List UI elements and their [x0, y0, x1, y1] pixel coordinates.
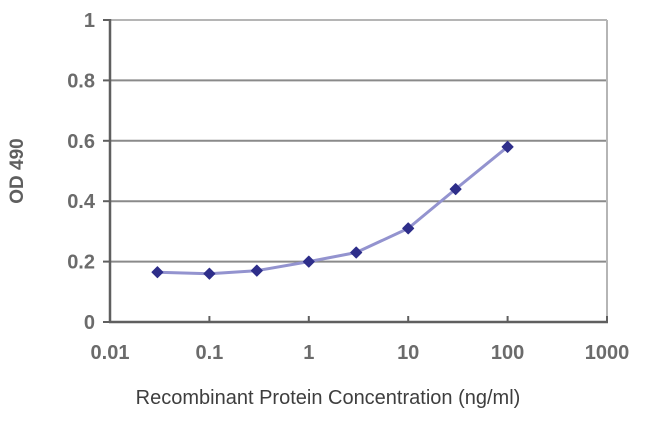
x-axis-title: Recombinant Protein Concentration (ng/ml… [136, 387, 521, 409]
y-tick-label: 0 [84, 312, 95, 334]
x-tick-label: 10 [397, 342, 419, 364]
data-point-marker [449, 183, 462, 196]
data-point-marker [402, 222, 415, 235]
tick-labels-group: 0 0.2 0.4 0.6 0.8 1 0.01 0.1 1 10 100 1000 [67, 10, 629, 364]
data-point-marker [302, 255, 315, 268]
series-line [155, 145, 510, 276]
data-point-marker [350, 246, 363, 259]
y-axis-title: OD 490 [7, 138, 28, 203]
data-point-marker [250, 264, 263, 277]
data-point-marker [501, 140, 514, 153]
plot-frame [108, 19, 608, 324]
gridlines-group [110, 19, 607, 263]
y-tick-label: 1 [84, 10, 95, 32]
data-point-marker [151, 266, 164, 279]
x-tick-label: 1000 [585, 342, 630, 364]
y-tick-label: 0.8 [67, 70, 95, 92]
tick-marks-group [103, 19, 608, 323]
y-tick-label: 0.6 [67, 131, 95, 153]
y-tick-label: 0.2 [67, 252, 95, 274]
x-tick-label: 0.1 [195, 342, 223, 364]
x-tick-label: 0.01 [91, 342, 130, 364]
data-series-group [151, 140, 514, 280]
data-point-marker [203, 267, 216, 280]
x-tick-label: 100 [491, 342, 524, 364]
y-tick-label: 0.4 [67, 191, 96, 213]
x-tick-label: 1 [303, 342, 314, 364]
